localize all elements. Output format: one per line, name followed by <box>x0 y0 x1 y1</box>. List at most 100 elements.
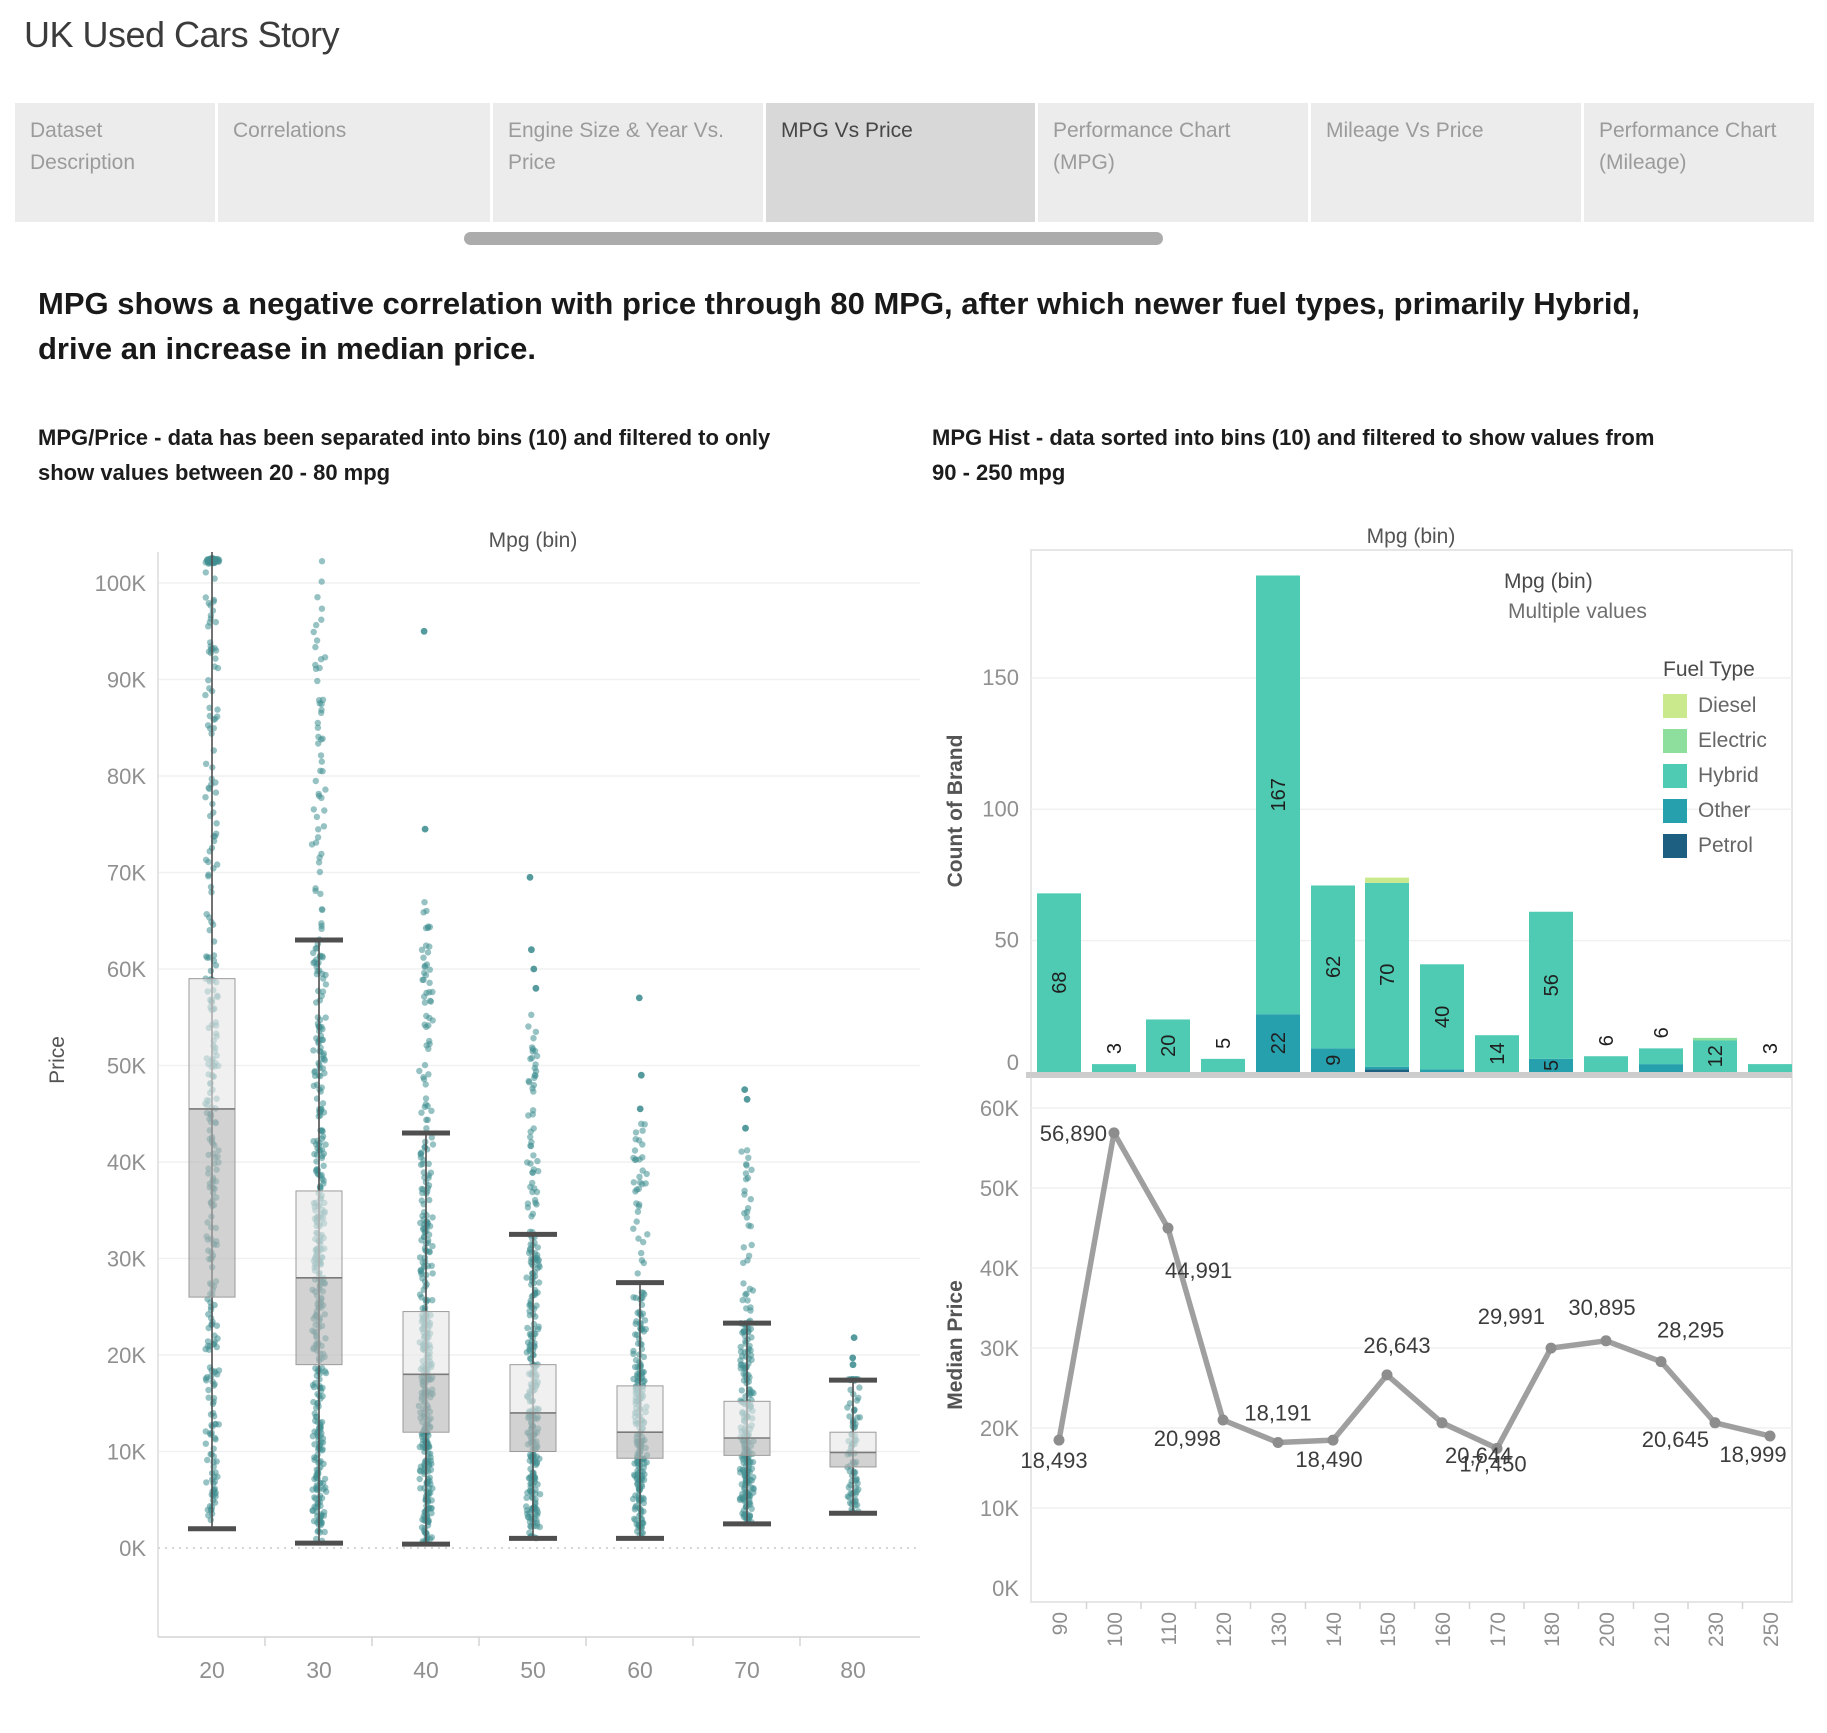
filter-value: Multiple values <box>1508 600 1647 623</box>
svg-text:Mpg (bin): Mpg (bin) <box>489 529 578 552</box>
bar-mpg-130[interactable] <box>1256 575 1300 1072</box>
box-bin-60[interactable] <box>616 994 664 1541</box>
svg-text:180: 180 <box>1541 1612 1564 1647</box>
bar-mpg-210[interactable] <box>1639 1048 1683 1072</box>
line-point-120[interactable] <box>1217 1414 1229 1426</box>
svg-text:Median Price: Median Price <box>944 1280 967 1410</box>
svg-text:50K: 50K <box>107 1054 146 1079</box>
bar-mpg-250[interactable] <box>1748 1064 1792 1072</box>
bar-mpg-160[interactable] <box>1420 964 1464 1072</box>
diesel-swatch-icon <box>1663 694 1687 718</box>
svg-text:80K: 80K <box>107 764 146 789</box>
svg-text:90: 90 <box>1049 1612 1072 1635</box>
tab-dataset-description[interactable]: Dataset Description <box>15 103 215 222</box>
svg-text:18,490: 18,490 <box>1295 1447 1362 1472</box>
svg-text:10K: 10K <box>107 1440 146 1465</box>
svg-text:60K: 60K <box>980 1096 1019 1121</box>
line-point-90[interactable] <box>1053 1434 1065 1446</box>
legend-item-diesel[interactable]: Diesel <box>1663 694 1767 718</box>
box-bin-40[interactable] <box>402 627 450 1547</box>
svg-text:30: 30 <box>306 1657 332 1683</box>
svg-text:50: 50 <box>520 1657 546 1683</box>
tab-performance-chart-mileage-[interactable]: Performance Chart (Mileage) <box>1584 103 1814 222</box>
legend-item-electric[interactable]: Electric <box>1663 729 1767 753</box>
svg-text:29,991: 29,991 <box>1478 1304 1545 1329</box>
line-point-130[interactable] <box>1272 1437 1284 1448</box>
tab-engine-size-year-vs-price[interactable]: Engine Size & Year Vs. Price <box>493 103 763 222</box>
svg-text:120: 120 <box>1213 1612 1236 1647</box>
other-swatch-icon <box>1663 799 1687 823</box>
box-bin-20[interactable] <box>188 552 236 1532</box>
svg-text:18,493: 18,493 <box>1020 1448 1087 1473</box>
box-bin-50[interactable] <box>509 873 557 1542</box>
median-price-line[interactable]: 18,493 56,890 44,991 20,998 18,191 18,490 26,6… <box>1020 1121 1786 1477</box>
box-bin-70[interactable] <box>723 1086 771 1527</box>
svg-text:0K: 0K <box>119 1536 146 1561</box>
tabs-scrollbar-thumb[interactable] <box>464 232 1163 245</box>
svg-text:68: 68 <box>1049 972 1071 994</box>
svg-text:44,991: 44,991 <box>1165 1258 1232 1283</box>
mpg-bin-filter-card[interactable]: Mpg (bin) Multiple values <box>1504 570 1647 624</box>
svg-text:210: 210 <box>1651 1612 1674 1647</box>
svg-text:130: 130 <box>1268 1612 1291 1647</box>
svg-text:9: 9 <box>1323 1055 1345 1066</box>
svg-text:Count of Brand: Count of Brand <box>944 735 967 888</box>
svg-text:5: 5 <box>1213 1038 1235 1049</box>
legend-item-hybrid[interactable]: Hybrid <box>1663 764 1767 788</box>
line-point-230[interactable] <box>1709 1417 1721 1429</box>
line-point-210[interactable] <box>1655 1356 1667 1368</box>
svg-text:150: 150 <box>982 665 1019 690</box>
svg-text:12: 12 <box>1705 1045 1727 1067</box>
line-point-170[interactable] <box>1491 1442 1503 1454</box>
bar-mpg-110[interactable] <box>1146 1019 1190 1072</box>
svg-text:40K: 40K <box>980 1256 1019 1281</box>
bar-mpg-120[interactable] <box>1201 1058 1245 1072</box>
svg-text:17,450: 17,450 <box>1459 1451 1526 1476</box>
tab-mpg-vs-price[interactable]: MPG Vs Price <box>766 103 1035 222</box>
svg-text:56,890: 56,890 <box>1040 1121 1107 1146</box>
bar-mpg-200[interactable] <box>1584 1056 1628 1072</box>
line-point-150[interactable] <box>1381 1369 1393 1381</box>
svg-text:5: 5 <box>1541 1060 1563 1071</box>
box-bin-80[interactable] <box>829 1334 877 1516</box>
tab-mileage-vs-price[interactable]: Mileage Vs Price <box>1311 103 1581 222</box>
line-point-160[interactable] <box>1436 1417 1448 1429</box>
box-bin-30[interactable] <box>295 558 343 1546</box>
svg-text:14: 14 <box>1487 1042 1509 1064</box>
svg-text:20K: 20K <box>107 1343 146 1368</box>
svg-text:20K: 20K <box>980 1416 1019 1441</box>
line-point-200[interactable] <box>1600 1335 1612 1347</box>
legend-item-other[interactable]: Other <box>1663 799 1767 823</box>
legend-label: Diesel <box>1698 694 1757 717</box>
svg-text:20: 20 <box>1158 1035 1180 1057</box>
legend-item-petrol[interactable]: Petrol <box>1663 834 1767 858</box>
legend-label: Hybrid <box>1698 764 1759 787</box>
line-point-140[interactable] <box>1327 1434 1339 1446</box>
svg-text:40: 40 <box>1432 1006 1454 1028</box>
bar-mpg-170[interactable] <box>1475 1035 1519 1072</box>
left-chart-subtitle: MPG/Price - data has been separated into… <box>38 425 771 486</box>
hybrid-swatch-icon <box>1663 764 1687 788</box>
bar-mpg-180[interactable] <box>1529 911 1573 1072</box>
svg-text:60K: 60K <box>107 957 146 982</box>
bar-mpg-100[interactable] <box>1092 1064 1136 1072</box>
svg-text:20,998: 20,998 <box>1154 1426 1221 1451</box>
svg-text:50K: 50K <box>980 1176 1019 1201</box>
tab-correlations[interactable]: Correlations <box>218 103 490 222</box>
svg-text:18,999: 18,999 <box>1719 1442 1786 1467</box>
line-point-110[interactable] <box>1162 1222 1174 1234</box>
svg-text:30,895: 30,895 <box>1568 1295 1635 1320</box>
svg-text:20: 20 <box>199 1657 225 1683</box>
line-point-100[interactable] <box>1108 1127 1120 1139</box>
line-point-180[interactable] <box>1545 1342 1557 1354</box>
svg-text:100K: 100K <box>95 571 147 596</box>
svg-text:160: 160 <box>1432 1612 1455 1647</box>
tab-performance-chart-mpg-[interactable]: Performance Chart (MPG) <box>1038 103 1308 222</box>
bar-mpg-230[interactable] <box>1693 1037 1737 1072</box>
bar-mpg-90[interactable] <box>1037 893 1081 1072</box>
svg-text:167: 167 <box>1268 778 1290 811</box>
bar-mpg-150[interactable] <box>1365 877 1409 1072</box>
bar-mpg-140[interactable] <box>1311 885 1355 1072</box>
line-point-250[interactable] <box>1764 1430 1776 1442</box>
